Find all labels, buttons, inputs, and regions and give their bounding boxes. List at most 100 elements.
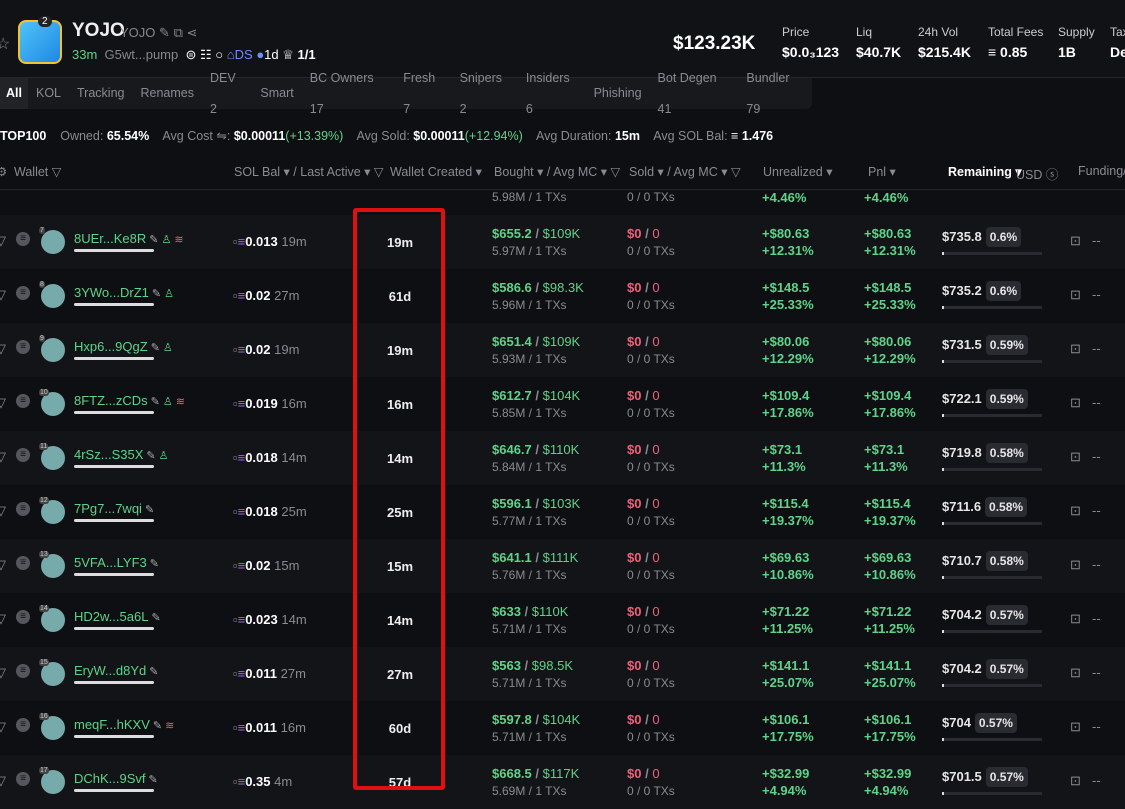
table-row[interactable]: ▽ ≡ 15 EryW...d8Yd ✎ ▫≡0.011 27m 27m $563… [0,647,1125,701]
wallet-address[interactable]: 3YWo...DrZ1 ✎ ♙ [74,285,174,300]
col-funding[interactable]: Funding/ [1078,164,1125,178]
wallet-address[interactable]: EryW...d8Yd ✎ [74,663,159,678]
filter-icon[interactable]: ▽ [0,611,6,626]
filter-icon[interactable]: ▽ [0,719,6,734]
tab-bundler-79[interactable]: Bundler 79 [746,70,790,116]
edit-icon[interactable]: ✎ [151,612,161,624]
filter-icon[interactable]: ▽ [0,665,6,680]
table-row[interactable]: ▽ ≡ 11 4rSz...S35X ✎ ♙ ▫≡0.018 14m 14m $64… [0,431,1125,485]
filter-icon[interactable]: ▽ [0,449,6,464]
stack-icon[interactable]: ≋ [174,234,184,246]
tab-insiders-6[interactable]: Insiders 6 [525,70,570,116]
tab-dev-2[interactable]: DEV 2 [209,70,236,116]
table-row[interactable]: ▽ ≡ 17 DChK...9Svf ✎ ▫≡0.35 4m 57d $668.5… [0,755,1125,809]
remaining-unit[interactable]: USD ⓢ [1016,168,1059,182]
list-icon[interactable]: ≡ [16,232,30,246]
tab-all[interactable]: All [0,78,28,109]
funding-icon[interactable]: ⊡ [1070,395,1081,410]
wallet-address[interactable]: meqF...hKXV ✎ ≋ [74,717,175,732]
wallet-address[interactable]: 8UEr...Ke8R ✎ ♙ ≋ [74,231,184,246]
edit-icon[interactable]: ✎ [152,720,163,732]
dev-icon[interactable]: ⌂ [226,47,235,62]
edit-icon[interactable]: ✎ [148,774,158,786]
wallet-address[interactable]: DChK...9Svf ✎ [74,771,158,786]
table-row[interactable]: ▽ ≡ 9 Hxp6...9QgZ ✎ ♙ ▫≡0.02 19m 19m $651.… [0,323,1125,377]
user-star-icon[interactable]: ♙ [161,234,172,246]
funding-icon[interactable]: ⊡ [1070,719,1081,734]
list-icon[interactable]: ≡ [16,772,30,786]
list-icon[interactable]: ≡ [16,340,30,354]
settings-icon[interactable]: ⚙ [0,165,8,179]
funding-icon[interactable]: ⊡ [1070,665,1081,680]
user-star-icon[interactable]: ♙ [162,342,173,354]
edit-icon[interactable]: ✎ [150,342,160,354]
list-icon[interactable]: ≡ [16,286,30,300]
tab-phishing[interactable]: Phishing [593,86,642,100]
edit-icon[interactable]: ✎ [149,234,159,246]
filter-icon[interactable]: ▽ [0,773,6,788]
col-sold[interactable]: Sold ▾ / Avg MC ▾ ▽ [629,165,741,179]
filter-icon[interactable]: ▽ [0,341,6,356]
table-row[interactable]: ▽ ≡ 16 meqF...hKXV ✎ ≋ ▫≡0.011 16m 60d $59… [0,701,1125,755]
funding-icon[interactable]: ⊡ [1070,557,1081,572]
col-sol-bal[interactable]: SOL Bal ▾ / Last Active ▾ ▽ [234,165,384,179]
list-icon[interactable]: ≡ [16,664,30,678]
list-icon[interactable]: ⊜ [185,47,197,62]
copy-icon[interactable]: ⧉ [173,25,183,40]
list-icon[interactable]: ≡ [16,448,30,462]
col-unrealized[interactable]: Unrealized ▾ [763,165,833,179]
col-wallet[interactable]: Wallet ▽ [14,165,62,179]
tab-bot-degen-41[interactable]: Bot Degen 41 [657,70,717,116]
col-pnl[interactable]: Pnl ▾ [868,165,896,179]
wallet-address[interactable]: Hxp6...9QgZ ✎ ♙ [74,339,173,354]
funding-icon[interactable]: ⊡ [1070,341,1081,356]
search-icon[interactable]: ○ [215,47,224,62]
token-address[interactable]: G5wt...pump [104,47,179,62]
table-row[interactable]: ▽ ≡ 10 8FTZ...zCDs ✎ ♙ ≋ ▫≡0.019 16m 16m $6… [0,377,1125,431]
edit-icon[interactable]: ✎ [151,288,162,300]
table-row[interactable]: ▽ ≡ 8 3YWo...DrZ1 ✎ ♙ ▫≡0.02 27m 61d $586.… [0,269,1125,323]
tab-tracking[interactable]: Tracking [77,86,125,100]
funding-icon[interactable]: ⊡ [1070,503,1081,518]
wallet-address[interactable]: HD2w...5a6L ✎ [74,609,161,624]
funding-icon[interactable]: ⊡ [1070,287,1081,302]
list-icon[interactable]: ≡ [16,718,30,732]
list-icon[interactable]: ≡ [16,394,30,408]
edit-icon[interactable]: ✎ [146,450,156,462]
list-icon[interactable]: ≡ [16,610,30,624]
table-row[interactable]: ▽ ≡ 14 HD2w...5a6L ✎ ▫≡0.023 14m 14m $633… [0,593,1125,647]
col-wallet-created[interactable]: Wallet Created ▾ [390,165,482,179]
tab-snipers-2[interactable]: Snipers 2 [459,70,502,116]
stack-icon[interactable]: ≋ [175,396,185,408]
wallet-address[interactable]: 5VFA...LYF3 ✎ [74,555,159,570]
tab-smart[interactable]: Smart [260,86,294,100]
tab-renames[interactable]: Renames [140,86,194,100]
wallet-address[interactable]: 4rSz...S35X ✎ ♙ [74,447,169,462]
funding-icon[interactable]: ⊡ [1070,233,1081,248]
edit-icon[interactable]: ✎ [149,558,159,570]
share-icon[interactable]: ⋖ [186,25,198,40]
star-icon[interactable]: ☆ [0,36,11,53]
tab-kol[interactable]: KOL [35,86,61,100]
funding-icon[interactable]: ⊡ [1070,773,1081,788]
notes-icon[interactable]: ☷ [200,47,212,62]
filter-icon[interactable]: ▽ [0,233,6,248]
list-icon[interactable]: ≡ [16,556,30,570]
edit-icon[interactable]: ✎ [149,666,159,678]
table-row[interactable]: ▽ ≡ 7 8UEr...Ke8R ✎ ♙ ≋ ▫≡0.013 19m 19m $65… [0,215,1125,269]
user-star-icon[interactable]: ♙ [164,288,174,300]
filter-icon[interactable]: ▽ [0,395,6,410]
filter-icon[interactable]: ▽ [0,503,6,518]
edit-icon[interactable]: ✎ [150,396,160,408]
edit-icon[interactable]: ✎ [144,504,155,516]
funding-icon[interactable]: ⊡ [1070,611,1081,626]
filter-icon[interactable]: ▽ [0,557,6,572]
user-star-icon[interactable]: ♙ [158,450,169,462]
stack-icon[interactable]: ≋ [165,720,175,732]
wallet-address[interactable]: 7Pg7...7wqi ✎ [74,501,155,516]
funding-icon[interactable]: ⊡ [1070,449,1081,464]
filter-icon[interactable]: ▽ [0,287,6,302]
col-remaining[interactable]: Remaining ▾ [948,165,1022,179]
edit-icon[interactable]: ✎ [159,25,170,40]
col-bought[interactable]: Bought ▾ / Avg MC ▾ ▽ [494,165,621,179]
